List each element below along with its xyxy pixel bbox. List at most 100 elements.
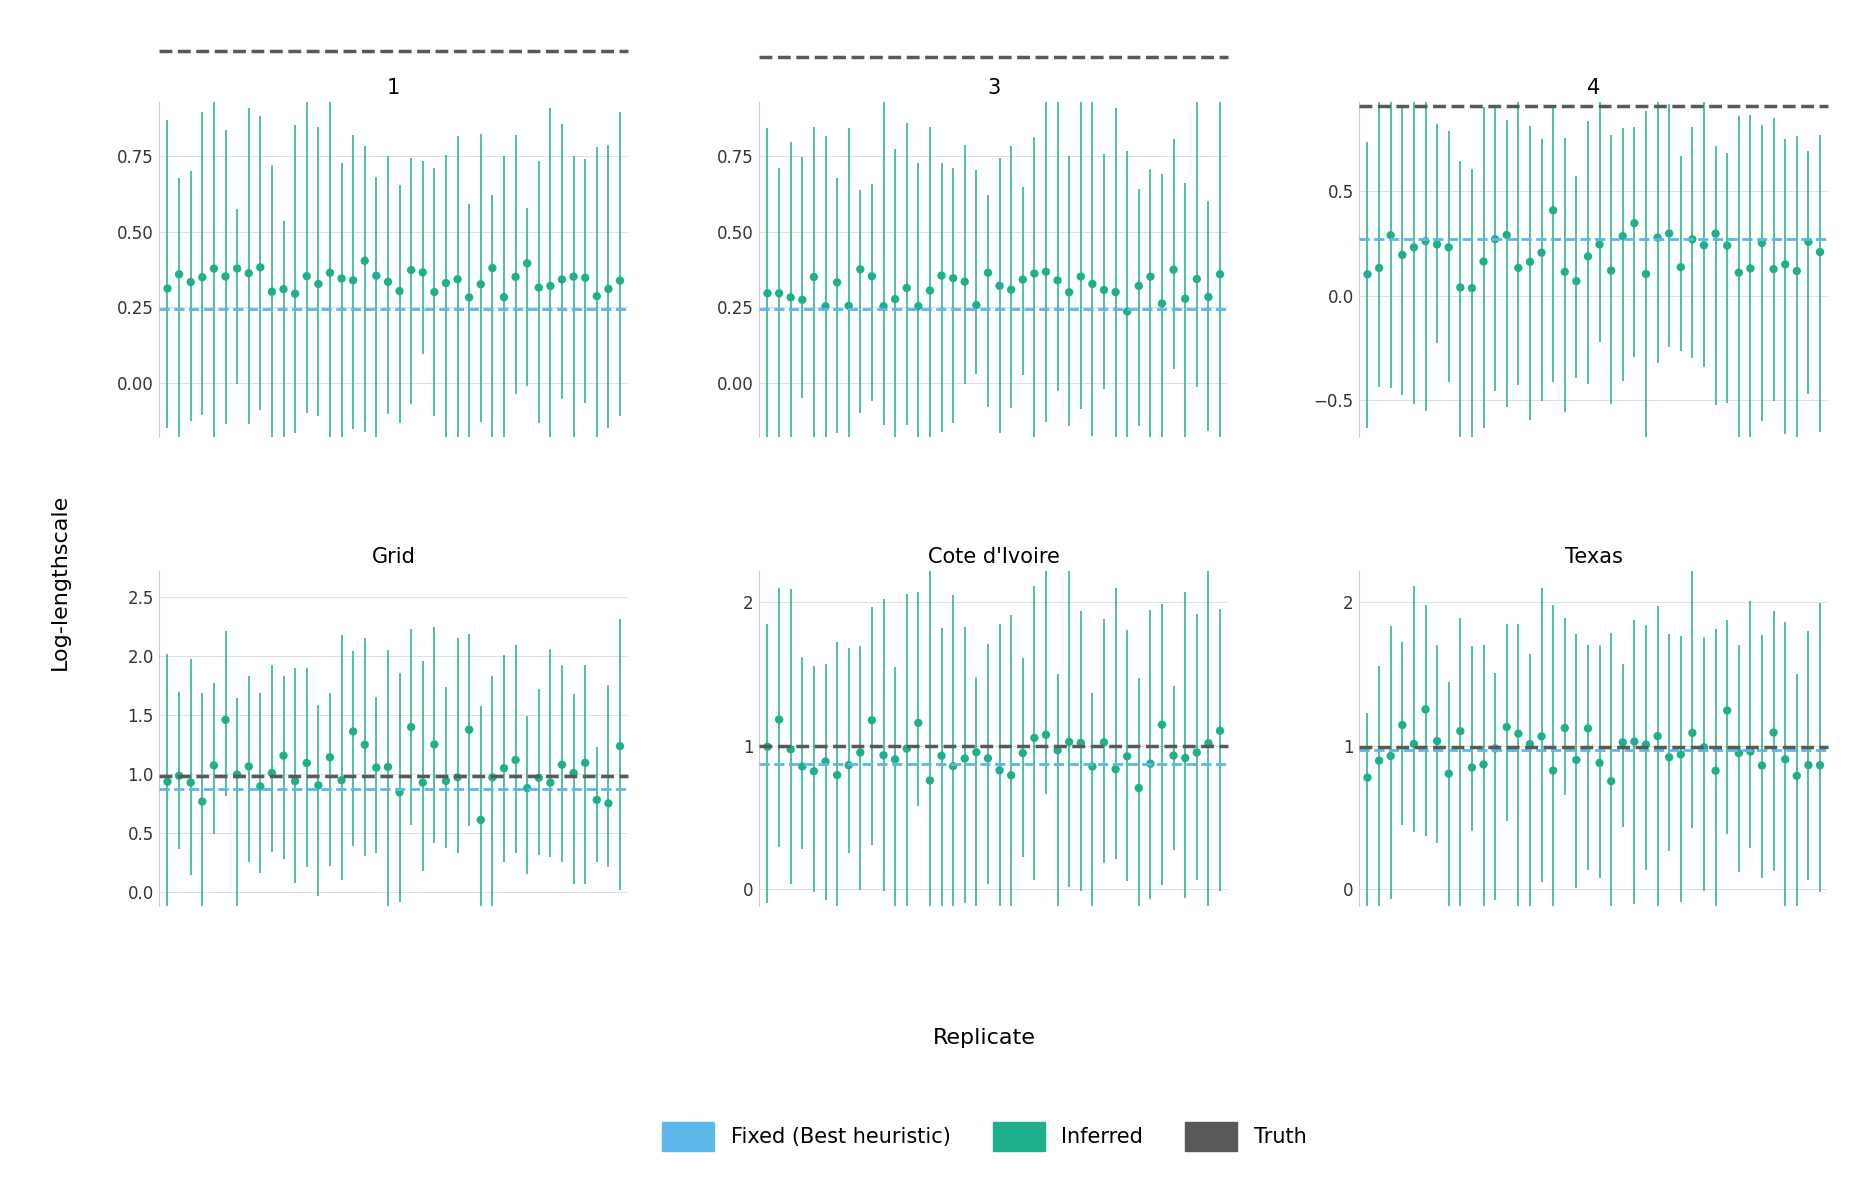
- Point: [570, 754, 600, 773]
- Point: [1457, 758, 1487, 778]
- Point: [1504, 258, 1534, 277]
- Point: [199, 756, 229, 775]
- Point: [1701, 761, 1731, 780]
- Point: [1584, 754, 1614, 773]
- Point: [1159, 746, 1189, 766]
- Point: [834, 296, 864, 316]
- Point: [165, 265, 195, 284]
- Point: [1781, 262, 1811, 281]
- Point: [442, 768, 472, 787]
- Point: [1388, 245, 1418, 264]
- Point: [176, 773, 206, 792]
- Point: [1365, 258, 1395, 277]
- Point: [592, 280, 622, 299]
- Point: [606, 737, 636, 756]
- Point: [776, 739, 806, 758]
- Title: 4: 4: [1586, 78, 1601, 97]
- Point: [210, 710, 240, 730]
- Point: [1054, 732, 1084, 751]
- Point: [1065, 733, 1095, 752]
- Point: [904, 713, 934, 732]
- Point: [489, 758, 519, 778]
- Point: [188, 268, 218, 287]
- Point: [292, 266, 322, 286]
- Point: [1748, 234, 1777, 253]
- Point: [1492, 718, 1522, 737]
- Point: [1712, 236, 1742, 256]
- Point: [1148, 294, 1178, 313]
- Point: [1136, 268, 1166, 287]
- Point: [1607, 227, 1637, 246]
- Point: [257, 282, 287, 301]
- Point: [926, 746, 956, 766]
- Point: [315, 263, 345, 282]
- Point: [788, 757, 818, 776]
- Point: [1410, 700, 1440, 719]
- Point: [396, 718, 426, 737]
- Point: [570, 268, 600, 287]
- Point: [1434, 764, 1464, 784]
- Point: [996, 766, 1026, 785]
- Point: [973, 749, 1003, 768]
- Point: [846, 259, 876, 278]
- Point: [1123, 779, 1153, 798]
- Title: 1: 1: [386, 78, 401, 97]
- Point: [221, 259, 251, 278]
- Point: [984, 761, 1014, 780]
- Point: [821, 272, 851, 292]
- Point: [188, 792, 218, 811]
- Point: [478, 258, 508, 277]
- Point: [407, 773, 437, 792]
- Point: [523, 768, 553, 787]
- Point: [1020, 264, 1050, 283]
- Point: [1515, 252, 1545, 271]
- Point: [152, 772, 182, 791]
- Point: [1031, 725, 1061, 744]
- Point: [1712, 701, 1742, 720]
- Title: 3: 3: [986, 78, 1001, 97]
- Point: [1806, 242, 1836, 262]
- Point: [246, 258, 276, 277]
- Point: [501, 268, 531, 287]
- Point: [501, 750, 531, 769]
- Point: [1596, 262, 1626, 281]
- Point: [1689, 738, 1719, 757]
- Point: [1562, 750, 1592, 769]
- Point: [304, 275, 334, 294]
- Point: [512, 253, 542, 272]
- Point: [304, 775, 334, 794]
- Point: [1112, 302, 1142, 322]
- Point: [407, 263, 437, 282]
- Point: [1562, 271, 1592, 290]
- Point: [1457, 278, 1487, 298]
- Point: [373, 757, 403, 776]
- Point: [420, 734, 450, 754]
- Point: [799, 762, 829, 781]
- Point: [1159, 260, 1189, 280]
- Point: [454, 720, 484, 739]
- Point: [1352, 768, 1382, 787]
- Point: [1573, 247, 1603, 266]
- Point: [559, 268, 589, 287]
- Point: [1526, 727, 1556, 746]
- Point: [1665, 258, 1695, 277]
- Point: [1620, 214, 1650, 233]
- Point: [752, 283, 782, 302]
- Point: [351, 251, 381, 270]
- Point: [1065, 266, 1095, 286]
- Point: [1806, 756, 1836, 775]
- Point: [384, 282, 414, 301]
- Point: [1399, 238, 1429, 257]
- Point: [1792, 756, 1822, 775]
- Point: [478, 768, 508, 787]
- Point: [465, 810, 495, 829]
- Point: [581, 791, 611, 810]
- Point: [810, 296, 840, 316]
- Point: [846, 743, 876, 762]
- Point: [879, 750, 909, 769]
- Point: [1526, 244, 1556, 263]
- Point: [176, 272, 206, 292]
- Point: [1468, 252, 1498, 271]
- Point: [1748, 756, 1777, 775]
- Point: [362, 266, 392, 286]
